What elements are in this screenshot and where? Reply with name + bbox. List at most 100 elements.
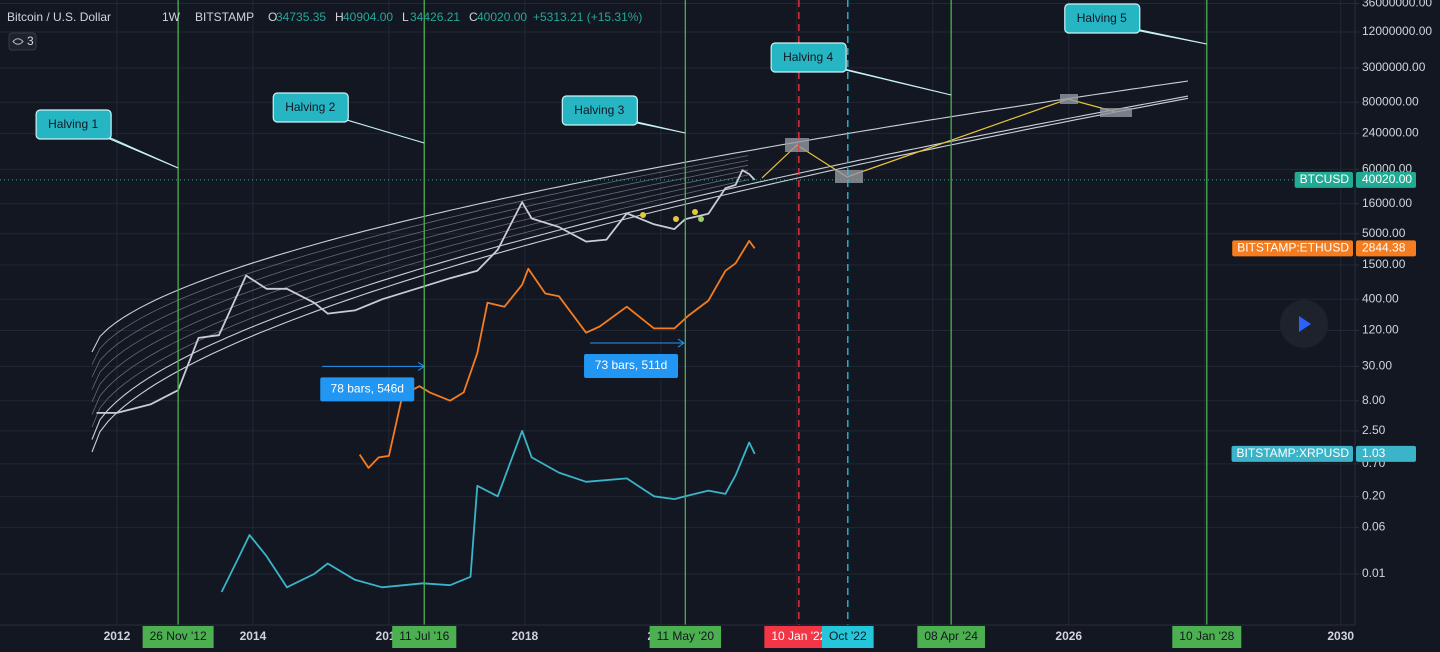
marker-label-box [764,626,834,648]
rainbow-curve [91,80,1189,353]
measure-box [320,377,415,402]
callout-box [1064,3,1141,34]
y-tick-label: 400.00 [1362,291,1399,305]
callout-label: Halving 3 [574,103,624,117]
marker-label: 10 Jan '28 [1179,629,1234,643]
marker-label-box [649,626,722,648]
series-line [220,430,756,593]
y-axis-area [1355,0,1440,652]
indicator-count: 3 [27,34,34,48]
ohlc-key: C [469,10,478,24]
measure-label: 78 bars, 546d [331,382,404,396]
callout-label: Halving 1 [48,117,98,131]
rainbow-curve [91,164,749,390]
ohlc-value: 40904.00 [343,10,393,24]
measure-label: 73 bars, 511d [595,358,668,372]
series-name-box [1294,171,1353,188]
symbol-title: Bitcoin / U.S. Dollar [7,10,111,24]
series-name-box [1232,240,1353,257]
callout-box [561,95,638,126]
y-tick-label: 0.20 [1362,489,1386,503]
rainbow-curve [91,155,749,365]
y-tick-label: 16000.00 [1362,196,1412,210]
y-tick-label: 8.00 [1362,393,1386,407]
marker-label-box [917,626,985,648]
header: Bitcoin / U.S. Dollar 1W BITSTAMP +5313.… [7,10,642,51]
projection-box [1100,108,1132,117]
x-tick-label: 2026 [1055,629,1082,643]
y-tick-label: 0.01 [1362,566,1386,580]
y-tick-label: 30.00 [1362,359,1392,373]
callout-box [35,109,112,140]
marker-label: Oct '22 [829,629,867,643]
axes: 36000000.00 12000000.00 3000000.00 800000.0… [104,0,1432,648]
price-change: +5313.21 (+15.31%) [533,10,642,24]
rainbow-curve [91,160,749,378]
exchange: BITSTAMP [195,10,254,24]
x-tick-label: 2030 [1327,629,1354,643]
marker-label-box [392,626,457,648]
y-tick-label: 2.50 [1362,423,1386,437]
last-value-box [1356,445,1416,462]
x-tick-label: 2018 [512,629,539,643]
marker-label-box [821,626,874,648]
y-tick-label: 800000.00 [1362,94,1419,108]
last-value-box [1356,171,1416,188]
rainbow-curves [91,80,1189,453]
y-tick-label: 36000000.00 [1362,0,1432,10]
marker-label: 10 Jan '22 [771,629,826,643]
rainbow-curve [91,174,749,415]
event-dot [640,212,646,218]
ohlc-value: 34735.35 [276,10,326,24]
rainbow-curve [91,179,749,428]
y-tick-label: 3000000.00 [1362,60,1426,74]
callout-box [272,92,349,123]
callout-label: Halving 2 [285,100,335,114]
marker-label-box [1172,626,1242,648]
ohlc-key: H [335,10,344,24]
ohlc-value: 40020.00 [477,10,527,24]
marker-label: 08 Apr '24 [924,629,978,643]
last-value-label: 1.03 [1362,446,1386,460]
y-tick-label: 5000.00 [1362,226,1406,240]
play-icon [1299,316,1311,332]
marker-label-box [142,626,214,648]
rainbow-curve [91,169,749,403]
projection-box [785,138,809,152]
series-name-box [1231,445,1353,462]
event-dot [692,209,698,215]
overlay: 78 bars, 546d 73 bars, 511d Halving 1 Halvi… [35,0,1208,625]
rainbow-curve [91,97,1189,453]
x-tick-label: 2012 [104,629,131,643]
callout-label: Halving 5 [1077,11,1127,25]
marker-label: 11 May '20 [657,629,715,643]
ohlc-key: O [268,10,277,24]
last-value-box [1356,240,1416,257]
rainbow-curve [91,95,1189,440]
x-tick-label: 2014 [240,629,267,643]
measure-box [584,354,679,379]
event-dot [698,216,704,222]
y-tick-label: 120.00 [1362,323,1399,337]
series-line [96,169,756,414]
projection-box [835,170,863,183]
y-tick-label: 0.06 [1362,520,1386,534]
measure-arrow [677,338,685,348]
projection [640,94,1132,222]
play-button[interactable] [1280,300,1328,348]
series-name-label: BTCUSD [1300,172,1350,186]
last-value-label: 2844.38 [1362,241,1406,255]
callout-label: Halving 4 [783,50,833,64]
interval: 1W [162,10,181,24]
projection-box [1060,94,1078,104]
eye-icon [12,38,24,45]
y-tick-label: 1500.00 [1362,257,1406,271]
ohlc-key: L [402,10,409,24]
marker-label: 11 Jul '16 [399,629,449,643]
series-name-label: BITSTAMP:XRPUSD [1237,446,1350,460]
event-dot [673,216,679,222]
ohlc-value: 34426.21 [410,10,460,24]
